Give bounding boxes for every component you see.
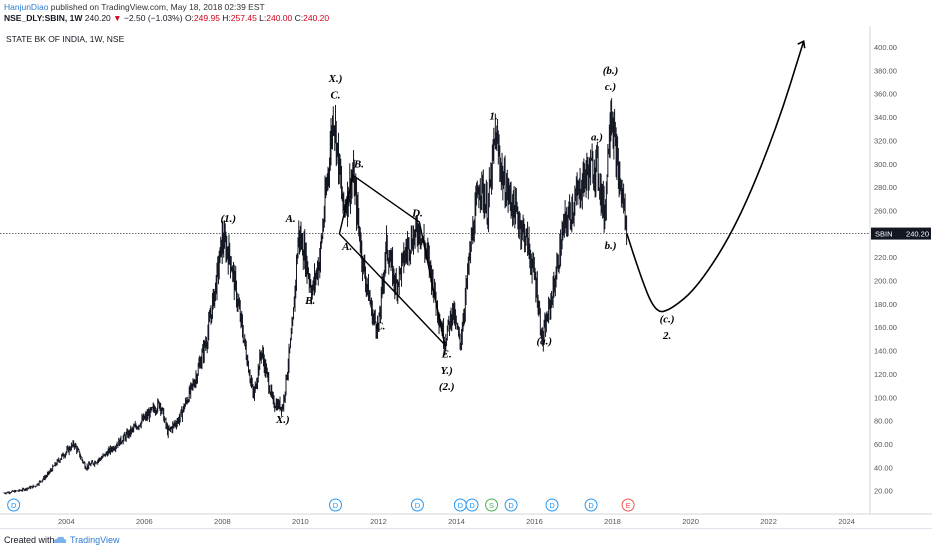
event-marker-label: E xyxy=(626,501,631,510)
x-tick-label: 2018 xyxy=(604,517,621,526)
close-label: C: xyxy=(294,13,304,23)
y-tick-label: 120.00 xyxy=(874,370,897,379)
event-marker-label: S xyxy=(489,501,494,510)
y-tick-label: 300.00 xyxy=(874,160,897,169)
wave-label: D. xyxy=(411,207,423,219)
chart-title: STATE BK OF INDIA, 1W, NSE xyxy=(6,34,125,44)
published-text: published on TradingView.com, May 18, 20… xyxy=(50,2,265,12)
wave-label: Y.) xyxy=(441,365,453,377)
y-tick-label: 340.00 xyxy=(874,113,897,122)
high-label: H: xyxy=(222,13,231,23)
event-marker-label: D xyxy=(549,501,555,510)
wave-label: E. xyxy=(441,349,452,361)
wave-label: a.) xyxy=(591,131,603,143)
badge-symbol: SBIN xyxy=(875,230,893,239)
event-marker-label: D xyxy=(333,501,339,510)
y-tick-label: 360.00 xyxy=(874,90,897,99)
y-tick-label: 100.00 xyxy=(874,393,897,402)
event-marker[interactable] xyxy=(504,498,518,512)
wave-label: (1.) xyxy=(220,213,236,225)
y-tick-label: 180.00 xyxy=(874,300,897,309)
x-tick-label: 2006 xyxy=(136,517,153,526)
low-value: 240.00 xyxy=(266,13,293,23)
high-value: 257.45 xyxy=(230,13,257,23)
wave-label: C. xyxy=(375,321,385,333)
event-marker[interactable] xyxy=(465,498,479,512)
low-label: L: xyxy=(259,13,267,23)
event-marker-label: D xyxy=(11,501,17,510)
close-value: 240.20 xyxy=(303,13,330,23)
y-tick-label: 140.00 xyxy=(874,347,897,356)
wave-label: (b.) xyxy=(603,65,619,77)
x-tick-label: 2008 xyxy=(214,517,231,526)
y-tick-label: 280.00 xyxy=(874,183,897,192)
y-tick-label: 400.00 xyxy=(874,43,897,52)
event-marker-label: D xyxy=(508,501,514,510)
event-marker[interactable] xyxy=(410,498,424,512)
publish-header: HanjunDiao published on TradingView.com,… xyxy=(0,0,932,26)
last-price: 240.20 xyxy=(84,13,111,23)
event-marker-label: D xyxy=(588,501,594,510)
x-tick-label: 2004 xyxy=(58,517,75,526)
x-tick-label: 2024 xyxy=(838,517,855,526)
badge-value: 240.20 xyxy=(906,230,929,239)
event-marker[interactable] xyxy=(621,498,635,512)
open-label: O: xyxy=(184,13,194,23)
event-marker[interactable] xyxy=(584,498,598,512)
arrowhead-icon xyxy=(797,39,806,49)
wave-label: (2.) xyxy=(439,381,455,393)
wave-label: c.) xyxy=(605,81,616,93)
tradingview-brand[interactable]: TradingView xyxy=(70,535,120,545)
event-marker[interactable] xyxy=(329,498,343,512)
wave-label: 1. xyxy=(489,110,497,122)
wave-label: (c.) xyxy=(660,314,675,326)
y-tick-label: 260.00 xyxy=(874,206,897,215)
y-tick-label: 60.00 xyxy=(874,440,893,449)
y-tick-label: 320.00 xyxy=(874,136,897,145)
wave-label: 2. xyxy=(662,330,671,342)
event-marker[interactable] xyxy=(7,498,21,512)
open-value: 249.95 xyxy=(193,13,220,23)
projection-curve xyxy=(626,40,805,313)
wave-label: A. xyxy=(341,241,352,253)
event-marker[interactable] xyxy=(545,498,559,512)
x-tick-label: 2012 xyxy=(370,517,387,526)
wave-label: X.) xyxy=(275,414,290,426)
y-tick-label: 380.00 xyxy=(874,66,897,75)
x-tick-label: 2010 xyxy=(292,517,309,526)
y-tick-label: 40.00 xyxy=(874,463,893,472)
triangle-pattern xyxy=(338,174,446,347)
x-tick-label: 2014 xyxy=(448,517,465,526)
last-price-badge xyxy=(871,227,931,240)
wave-label: A. xyxy=(285,213,296,225)
event-marker-label: D xyxy=(415,501,421,510)
ohlc-legend: NSE_DLY:SBIN, 1W 240.20 ▼ −2.50 (−1.03%)… xyxy=(4,13,329,24)
wave-label: X.) xyxy=(328,73,343,85)
price-change: −2.50 (−1.03%) xyxy=(123,13,183,23)
event-marker-label: D xyxy=(458,501,464,510)
y-tick-label: 160.00 xyxy=(874,323,897,332)
x-tick-label: 2020 xyxy=(682,517,699,526)
created-with-text: Created with xyxy=(4,535,55,545)
x-tick-label: 2016 xyxy=(526,517,543,526)
wave-label: C. xyxy=(330,89,340,101)
wave-label: B. xyxy=(304,295,315,307)
x-tick-label: 2022 xyxy=(760,517,777,526)
author-link[interactable]: HanjunDiao xyxy=(4,2,49,12)
y-tick-label: 200.00 xyxy=(874,277,897,286)
event-marker-label: D xyxy=(469,501,475,510)
wave-label: B. xyxy=(353,158,364,170)
y-tick-label: 220.00 xyxy=(874,253,897,262)
footer: Created with TradingView xyxy=(0,528,932,551)
wave-label: (a.) xyxy=(536,336,552,348)
price-chart[interactable]: STATE BK OF INDIA, 1W, NSE 20.00 40.00 60.… xyxy=(0,26,932,528)
event-marker[interactable] xyxy=(485,498,499,512)
symbol-name: NSE_DLY:SBIN, 1W xyxy=(4,13,83,23)
y-tick-label: 20.00 xyxy=(874,487,893,496)
tradingview-logo-icon xyxy=(53,536,67,543)
down-arrow-icon: ▼ xyxy=(113,13,122,23)
y-tick-label: 80.00 xyxy=(874,417,893,426)
publish-info: HanjunDiao published on TradingView.com,… xyxy=(4,2,265,13)
wave-label: b.) xyxy=(605,240,617,252)
